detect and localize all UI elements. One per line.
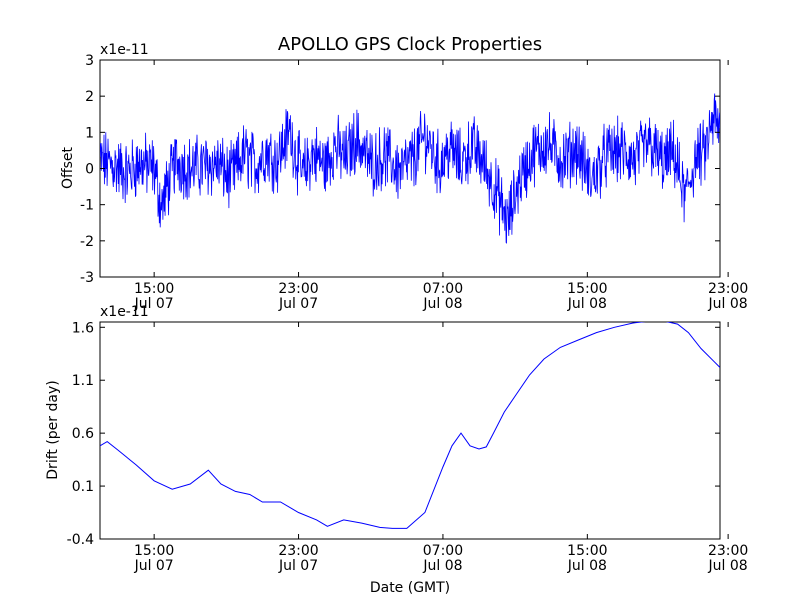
chart-title: APOLLO GPS Clock Properties [278,34,542,55]
drift-y-tick-label: 0.6 [72,426,94,442]
offset-y-tick-label: 2 [85,89,94,105]
offset-x-tick-time: 07:00 [423,281,463,297]
offset-y-scale-label: x1e-11 [100,42,149,58]
offset-series-line [100,93,720,244]
offset-series-layer [100,93,720,244]
drift-x-tick-date: Jul 08 [422,558,462,574]
offset-y-tick-label: -3 [80,270,94,286]
offset-x-tick-date: Jul 08 [708,296,748,312]
offset-x-tick-date: Jul 07 [134,296,174,312]
drift-x-axis-label: Date (GMT) [370,580,450,596]
offset-x-tick-time: 15:00 [567,281,607,297]
offset-x-tick-time: 23:00 [708,281,748,297]
drift-y-axis-label: Drift (per day) [45,380,61,479]
offset-x-tick-date: Jul 07 [278,296,318,312]
offset-x-tick-time: 15:00 [134,281,174,297]
drift-x-tick-date: Jul 08 [567,558,607,574]
offset-y-tick-label: 1 [85,125,94,141]
drift-y-scale-label: x1e-11 [100,304,149,320]
offset-y-tick-label: 3 [85,53,94,69]
drift-plot-frame [99,321,721,540]
offset-y-tick-label: -1 [80,198,94,214]
drift-series-line [100,322,720,529]
drift-x-tick-date: Jul 07 [134,558,174,574]
drift-x-tick-time: 15:00 [567,543,607,559]
drift-y-tick-label: 1.1 [72,373,94,389]
drift-x-tick-time: 23:00 [278,543,318,559]
offset-x-tick-date: Jul 08 [422,296,462,312]
drift-y-tick-label: -0.4 [67,532,94,548]
drift-x-tick-time: 07:00 [423,543,463,559]
offset-y-axis-label: Offset [60,146,76,189]
drift-x-tick-time: 23:00 [708,543,748,559]
offset-x-tick-date: Jul 08 [567,296,607,312]
offset-y-tick-label: -2 [80,234,94,250]
drift-x-tick-date: Jul 08 [708,558,748,574]
offset-y-tick-label: 0 [85,162,94,178]
drift-y-tick-label: 1.6 [72,320,94,336]
drift-series-layer [100,322,720,529]
offset-x-tick-time: 23:00 [278,281,318,297]
drift-y-tick-label: 0.1 [72,479,94,495]
drift-x-tick-time: 15:00 [134,543,174,559]
drift-x-tick-date: Jul 07 [278,558,318,574]
